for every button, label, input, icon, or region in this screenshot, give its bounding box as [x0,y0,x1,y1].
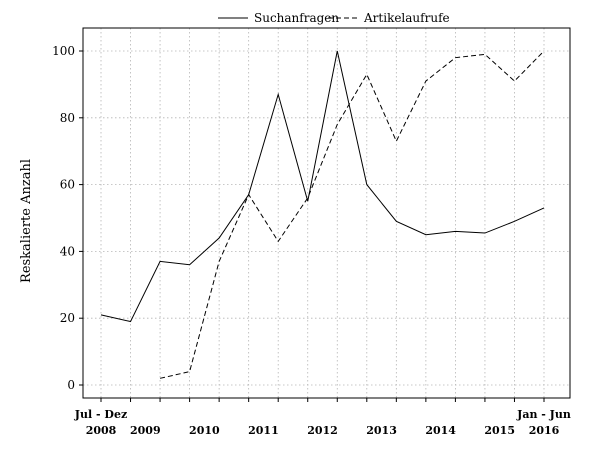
x-tick-label: Jul - Dez [74,408,127,421]
series-line-suchanfragen [100,50,545,323]
y-axis-title: Reskalierte Anzahl [19,159,34,283]
y-tick-label: 60 [60,178,75,192]
x-tick-label: 2015 [484,424,515,437]
y-tick-label: 0 [67,378,75,392]
x-tick-label: 2012 [307,424,338,437]
y-tick-label: 80 [60,111,75,125]
x-tick-label: 2011 [248,424,279,437]
x-tick-label: Jan - Jun [516,408,571,421]
x-tick-label: 2016 [529,424,560,437]
axes [79,27,571,402]
x-tick-label: 2013 [366,424,397,437]
legend: Suchanfragen Artikelaufrufe [218,11,450,25]
x-tick-label: 2014 [425,424,456,437]
y-tick-label: 40 [60,244,75,258]
y-tick-label: 100 [52,44,75,58]
legend-label: Suchanfragen [254,11,339,25]
series-lines [100,50,545,379]
grid-lines [83,28,570,398]
series-line-artikelaufrufe [159,50,545,379]
x-tick-label: 2010 [189,424,220,437]
legend-label: Artikelaufrufe [363,11,450,25]
x-tick-label: 2008 [86,424,117,437]
y-tick-label: 20 [60,311,75,325]
x-tick-label: 2009 [130,424,161,437]
plot-frame [82,27,571,399]
tick-labels: 0 20 40 60 80 100 Jul - Dez 2008 2009 2010 2011 201… [52,44,571,437]
